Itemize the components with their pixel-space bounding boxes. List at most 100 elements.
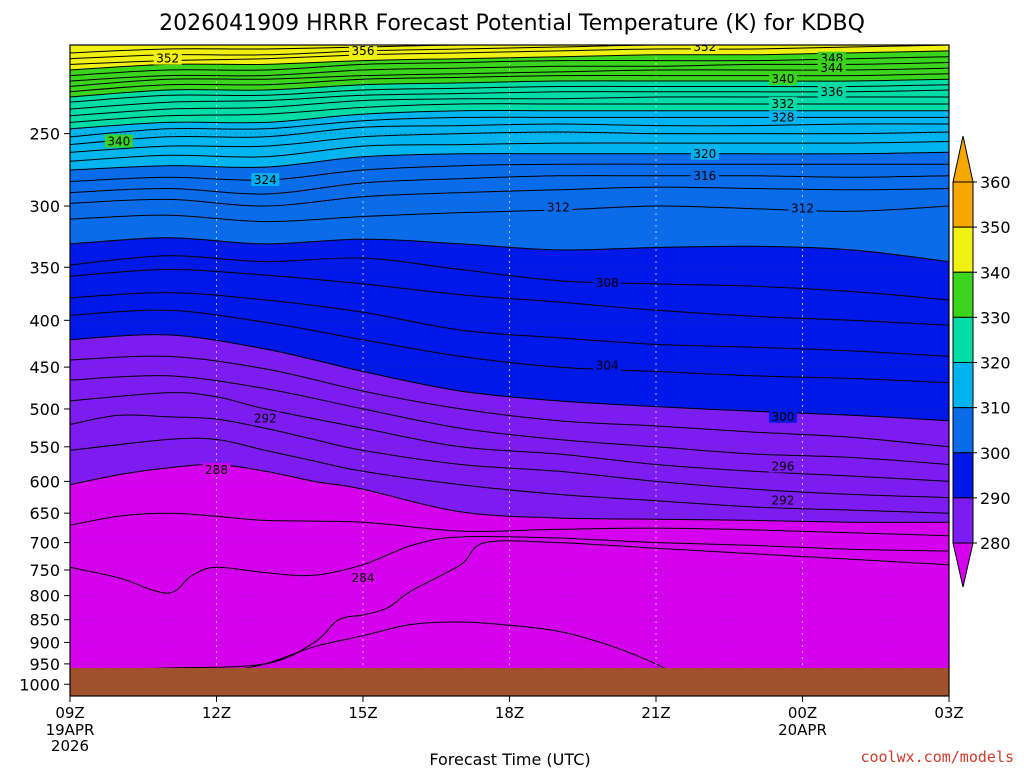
contour-label-bg xyxy=(690,146,719,160)
contour-label-bg xyxy=(202,462,231,476)
contour-label-340: 340 xyxy=(772,72,795,86)
contour-label-292: 292 xyxy=(254,411,277,425)
contour-label-bg xyxy=(690,168,719,182)
contour-316 xyxy=(70,175,949,195)
contour-308 xyxy=(70,255,949,301)
contour-label-bg xyxy=(768,409,797,423)
contour-layer xyxy=(70,45,949,671)
contour-296 xyxy=(70,375,949,465)
colorbar-segment xyxy=(952,407,974,454)
x-axis-label: Forecast Time (UTC) xyxy=(429,750,590,768)
y-tick-label-500: 500 xyxy=(29,400,60,419)
contour-label-324: 324 xyxy=(254,173,277,187)
colorbar: 360 350 340 330 320 310 300 290 280 xyxy=(952,135,1011,588)
contour-label-320: 320 xyxy=(693,147,716,161)
contour-288 xyxy=(70,512,949,537)
contour-label-336: 336 xyxy=(820,85,843,99)
contour-326 xyxy=(70,123,949,146)
y-tick-label-800: 800 xyxy=(29,587,60,606)
colorbar-label-350: 350 xyxy=(980,218,1011,237)
colorbar-label-330: 330 xyxy=(980,308,1011,327)
y-tick-label-300: 300 xyxy=(29,197,60,216)
contour-label-bg xyxy=(768,459,797,473)
y-tick-label-550: 550 xyxy=(29,438,60,457)
contour-328 xyxy=(70,116,949,138)
contour-label-312: 312 xyxy=(791,202,814,216)
y-tick-label-850: 850 xyxy=(29,611,60,630)
contour-label-352: 352 xyxy=(693,40,716,54)
y-tick-label-700: 700 xyxy=(29,534,60,553)
contour-284 xyxy=(70,540,949,671)
x-tick-label-15Z: 15Z xyxy=(348,704,377,722)
contour-label-328: 328 xyxy=(772,110,795,124)
colorbar-segment xyxy=(952,362,974,409)
contour-310 xyxy=(70,237,949,263)
contour-300 xyxy=(70,334,949,422)
contour-label-284: 284 xyxy=(352,571,375,585)
contour-291 xyxy=(70,437,949,514)
contour-label-344: 344 xyxy=(820,61,843,75)
contour-318 xyxy=(70,163,949,182)
x-tick-label-21Z: 21Z xyxy=(641,704,670,722)
contour-306 xyxy=(70,268,949,326)
contour-label-bg xyxy=(690,45,719,53)
contour-label-304: 304 xyxy=(596,358,619,372)
contour-label-292: 292 xyxy=(772,494,795,508)
contour-342 xyxy=(70,73,949,93)
contour-label-bg xyxy=(817,61,846,75)
contour-332 xyxy=(70,103,949,123)
x-tick-sublabel: 2026 xyxy=(51,737,89,755)
contour-356 xyxy=(70,45,949,54)
contour-label-352: 352 xyxy=(156,52,179,66)
ground-below-surface xyxy=(70,668,949,696)
colorbar-segment xyxy=(952,452,974,499)
contour-348 xyxy=(70,56,949,77)
chart-title: 2026041909 HRRR Forecast Potential Tempe… xyxy=(159,11,865,36)
x-tick-label-12Z: 12Z xyxy=(202,704,231,722)
colorbar-label-310: 310 xyxy=(980,399,1011,418)
contour-346 xyxy=(70,62,949,82)
contour-344 xyxy=(70,67,949,87)
colorbar-extend-bottom xyxy=(952,542,974,588)
contour-320 xyxy=(70,151,949,171)
contour-352 xyxy=(70,45,949,65)
contour-302 xyxy=(70,309,949,384)
credit-text: coolwx.com/models xyxy=(860,748,1014,766)
x-tick-sublabel: 20APR xyxy=(778,721,827,739)
contour-336 xyxy=(70,89,949,110)
contour-286 xyxy=(70,535,949,594)
y-tick-label-950: 950 xyxy=(29,655,60,674)
contour-label-288: 288 xyxy=(205,463,228,477)
contour-label-340: 340 xyxy=(107,134,130,148)
colorbar-segment xyxy=(952,181,974,228)
y-tick-label-250: 250 xyxy=(29,125,60,144)
colorbar-segment xyxy=(952,226,974,273)
contour-label-bg xyxy=(768,493,797,507)
contour-304 xyxy=(70,292,949,357)
contour-350 xyxy=(70,50,949,71)
y-tick-label-600: 600 xyxy=(29,472,60,491)
contour-label-bg xyxy=(544,200,573,214)
colorbar-extend-top xyxy=(952,135,974,183)
contour-340 xyxy=(70,78,949,98)
contour-334 xyxy=(70,96,949,117)
y-tick-label-400: 400 xyxy=(29,311,60,330)
contour-label-316: 316 xyxy=(693,169,716,183)
contour-338 xyxy=(70,84,949,103)
colorbar-segment xyxy=(952,316,974,363)
contour-label-bg xyxy=(251,173,280,187)
contour-290 xyxy=(70,463,949,523)
y-tick-label-350: 350 xyxy=(29,258,60,277)
contour-314 xyxy=(70,186,949,207)
contour-label-300: 300 xyxy=(772,410,795,424)
contour-292 xyxy=(70,414,949,499)
colorbar-label-290: 290 xyxy=(980,489,1011,508)
contour-label-308: 308 xyxy=(596,276,619,290)
contour-label-bg xyxy=(593,358,622,372)
contour-322 xyxy=(70,141,949,162)
contour-294 xyxy=(70,392,949,482)
contour-label-bg xyxy=(768,110,797,124)
